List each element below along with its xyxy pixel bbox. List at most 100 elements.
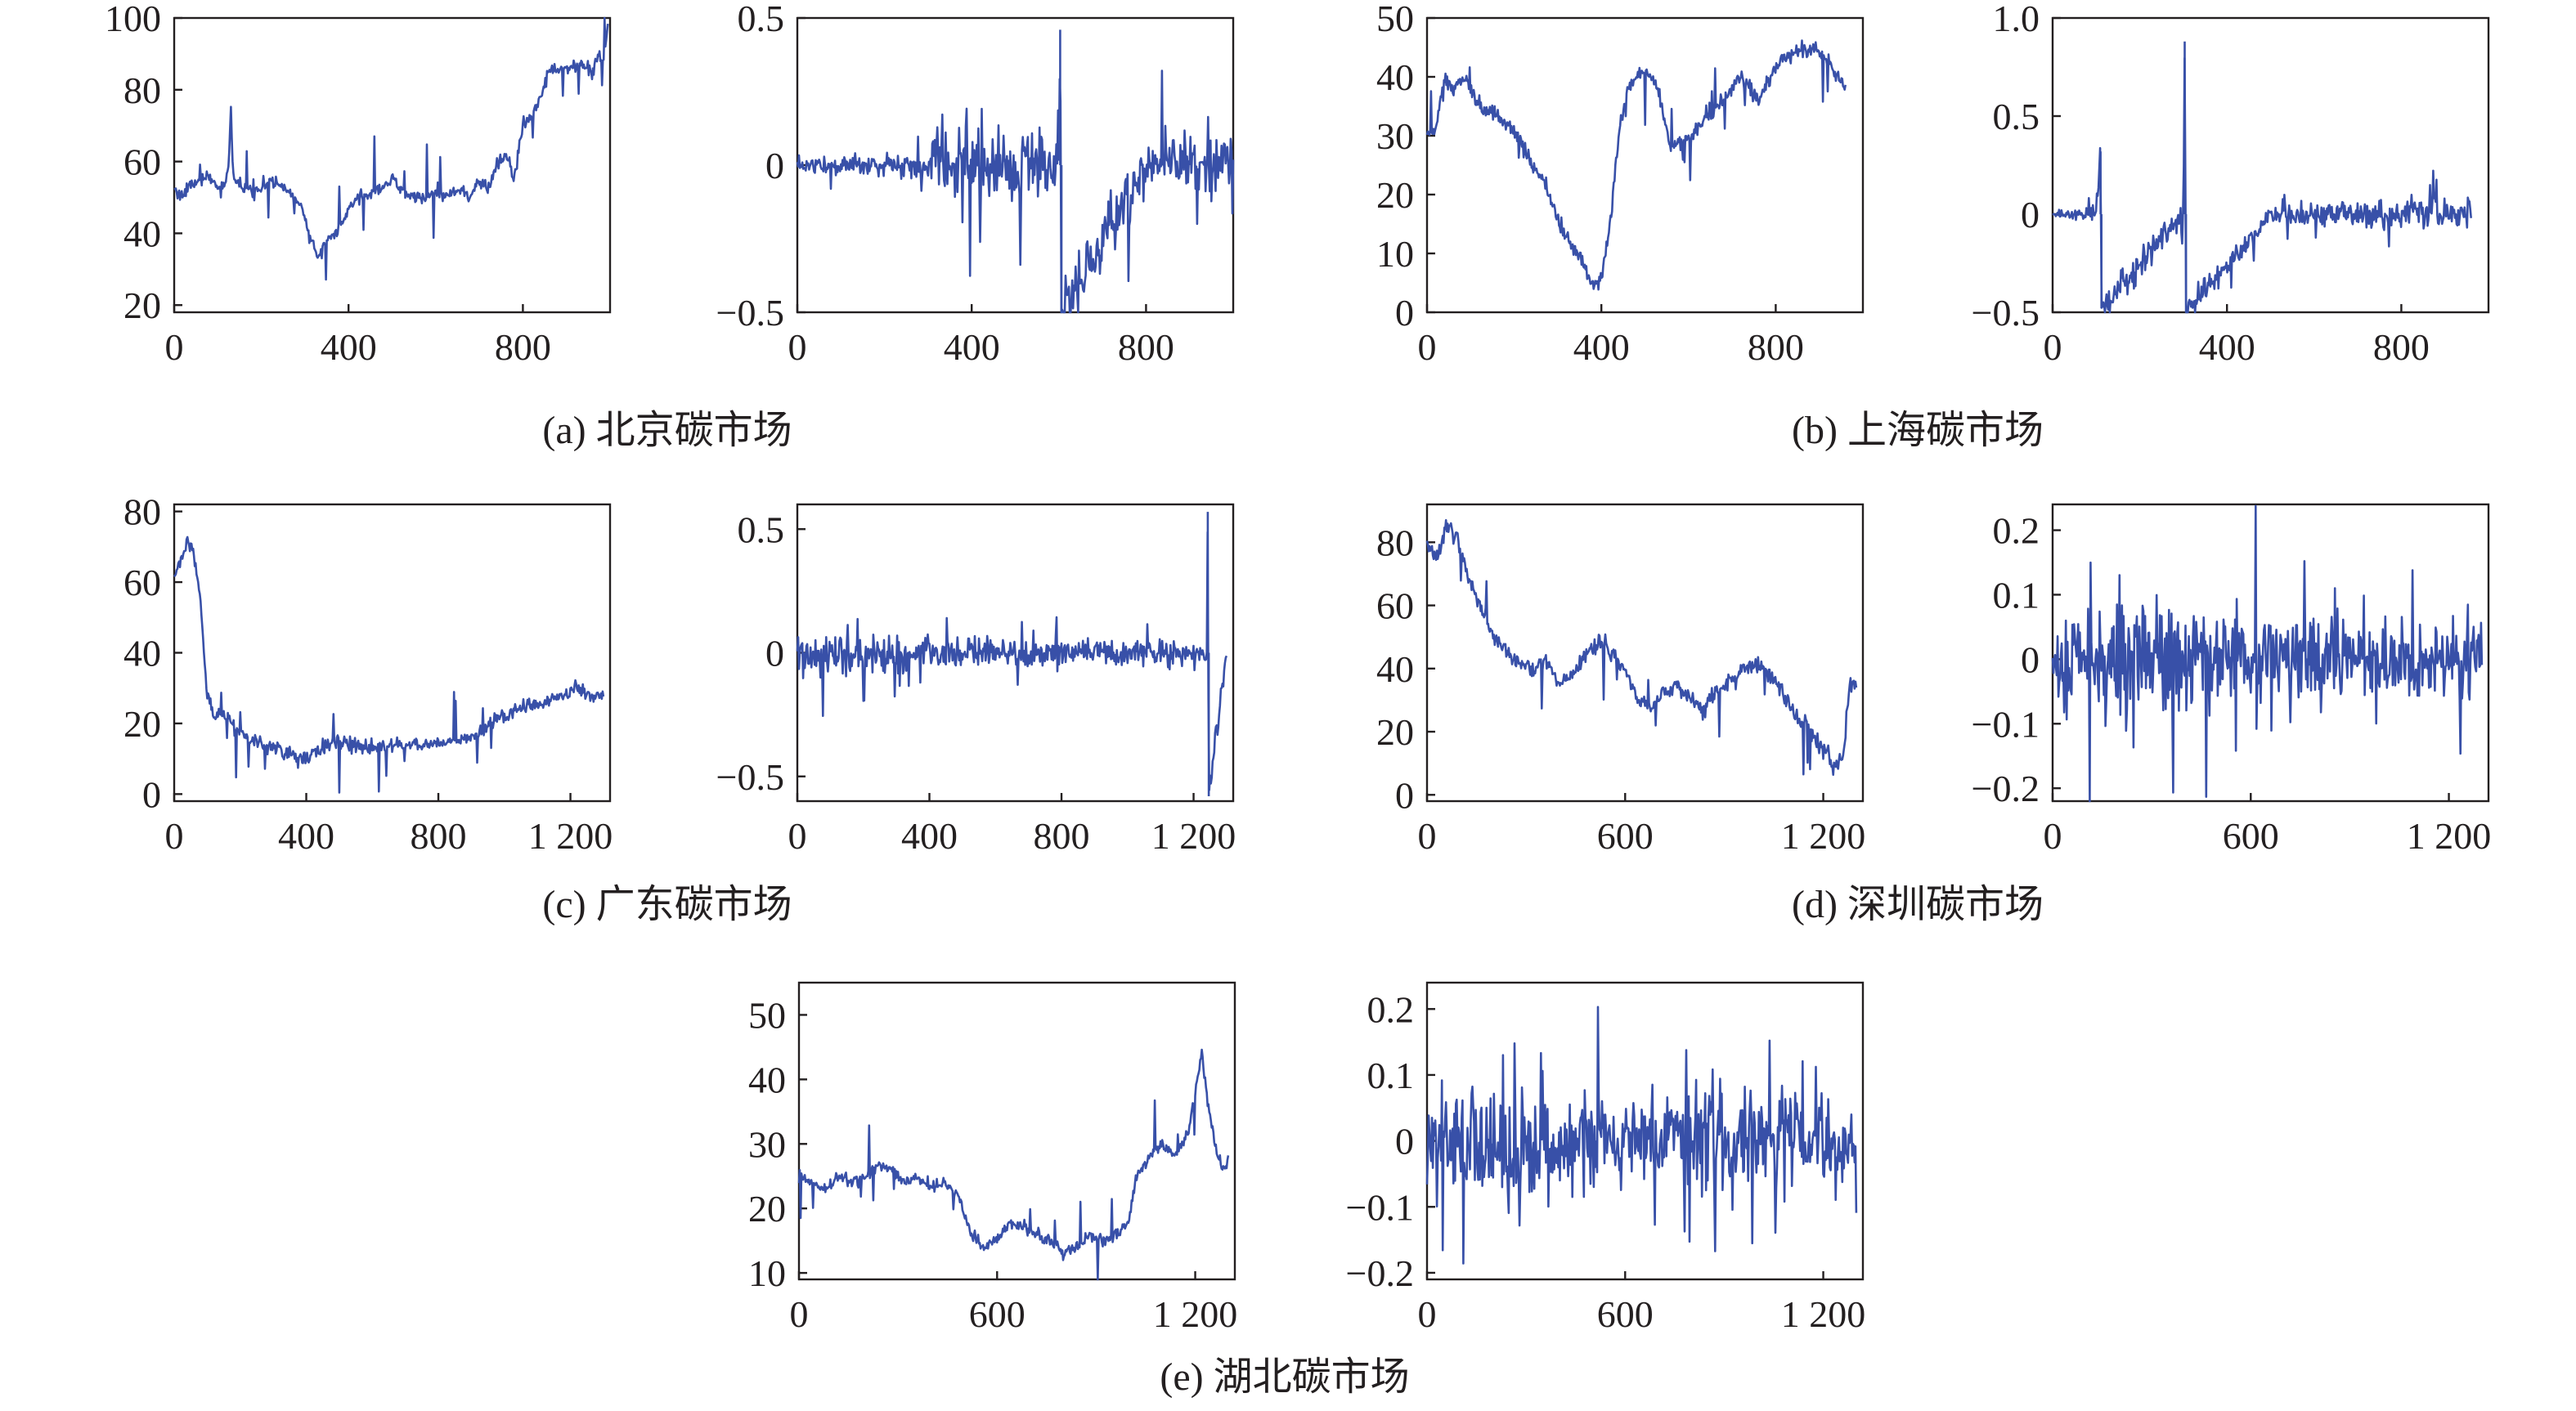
hubei-return-xtick-label: 1 200 xyxy=(1781,1293,1866,1335)
shenzhen-price-panel: 0 600 1 200 0 20 40 60 80 xyxy=(1376,503,1866,857)
hubei-price-ytick-label: 40 xyxy=(748,1059,786,1100)
shenzhen-return-ytick-label: −0.1 xyxy=(1972,703,2040,745)
guangdong-return-xtick-label: 0 xyxy=(788,815,807,857)
shenzhen-price-xtick-label: 0 xyxy=(1418,815,1437,857)
shanghai-return-xtick-label: 400 xyxy=(2199,326,2255,368)
beijing-return-panel: 0 400 800−0.500.5 xyxy=(716,0,1235,368)
guangdong-return-ytick-label: 0 xyxy=(765,633,784,674)
caption-c: (c) 广东碳市场 xyxy=(542,883,792,926)
shanghai-return-series-line xyxy=(2052,56,2472,314)
guangdong-price-plot-frame xyxy=(173,503,612,803)
beijing-price-panel: 0 400 800 20 40 60 80 100 xyxy=(105,0,612,368)
shanghai-price-plot-frame xyxy=(1425,16,1865,314)
shenzhen-return-ytick-label: 0.1 xyxy=(1993,574,2040,616)
guangdong-price-xtick-label: 800 xyxy=(411,815,467,857)
caption-b: (b) 上海碳市场 xyxy=(1792,409,2044,452)
beijing-price-ytick-label: 40 xyxy=(123,213,161,254)
hubei-price-xtick-label: 0 xyxy=(790,1293,809,1335)
shenzhen-price-xtick-label: 1 200 xyxy=(1781,815,1866,857)
hubei-price-ytick-label: 50 xyxy=(748,994,786,1036)
shenzhen-price-ytick-label: 40 xyxy=(1376,648,1414,690)
hubei-price-xtick-label: 1 200 xyxy=(1153,1293,1238,1335)
hubei-return-ytick-label: −0.2 xyxy=(1346,1252,1414,1294)
shanghai-price-xtick-label: 400 xyxy=(1573,326,1630,368)
guangdong-price-xtick-label: 1 200 xyxy=(528,815,613,857)
captions: (a) 北京碳市场 (b) 上海碳市场 (c) 广东碳市场 (d) 深圳碳市场 … xyxy=(542,409,2044,1399)
caption-d: (d) 深圳碳市场 xyxy=(1792,883,2044,926)
guangdong-return-xtick-label: 800 xyxy=(1034,815,1090,857)
guangdong-price-ytick-label: 40 xyxy=(123,633,161,674)
shanghai-price-ytick-label: 30 xyxy=(1376,115,1414,157)
shanghai-price-ytick-label: 10 xyxy=(1376,233,1414,275)
guangdong-price-series-line xyxy=(173,535,605,794)
shenzhen-return-xtick-label: 0 xyxy=(2044,815,2062,857)
shenzhen-return-ytick-label: 0.2 xyxy=(1993,510,2040,552)
shanghai-price-xtick-label: 0 xyxy=(1418,326,1437,368)
beijing-return-ytick-label: 0.5 xyxy=(738,0,785,39)
shenzhen-return-plot-frame xyxy=(2051,503,2490,803)
caption-e: (e) 湖北碳市场 xyxy=(1160,1355,1409,1399)
shenzhen-price-ytick-label: 20 xyxy=(1376,711,1414,753)
beijing-price-ytick-label: 100 xyxy=(105,0,161,39)
beijing-price-plot-frame xyxy=(173,16,612,314)
beijing-return-xtick-label: 400 xyxy=(944,326,1000,368)
shanghai-return-xtick-label: 0 xyxy=(2044,326,2062,368)
hubei-price-series-line xyxy=(797,1048,1230,1281)
shenzhen-price-ytick-label: 60 xyxy=(1376,585,1414,627)
caption-a: (a) 北京碳市场 xyxy=(542,409,792,452)
guangdong-price-ytick-label: 20 xyxy=(123,703,161,745)
guangdong-return-xtick-label: 1 200 xyxy=(1151,815,1236,857)
hubei-return-ytick-label: 0.2 xyxy=(1367,988,1415,1030)
guangdong-price-ytick-label: 80 xyxy=(123,491,161,533)
guangdong-price-ytick-label: 60 xyxy=(123,562,161,603)
shenzhen-return-series-line xyxy=(2051,504,2484,803)
hubei-return-xtick-label: 600 xyxy=(1597,1293,1654,1335)
guangdong-return-panel: 0 400 800 1 200−0.500.5 xyxy=(716,503,1236,857)
hubei-return-ytick-label: −0.1 xyxy=(1346,1186,1414,1228)
guangdong-price-xtick-label: 400 xyxy=(278,815,334,857)
guangdong-return-series-line xyxy=(796,531,1228,791)
shenzhen-price-plot-frame xyxy=(1425,503,1865,803)
shenzhen-return-panel: 0 600 1 200 −0.2 −0.1 0 0.1 0.2 xyxy=(1972,503,2491,857)
hubei-return-series-line xyxy=(1425,1006,1858,1265)
guangdong-return-xtick-label: 400 xyxy=(901,815,958,857)
hubei-price-ytick-label: 10 xyxy=(748,1252,786,1294)
hubei-price-ytick-label: 30 xyxy=(748,1123,786,1165)
shanghai-return-plot-frame xyxy=(2051,16,2490,314)
shenzhen-return-xtick-label: 600 xyxy=(2223,815,2279,857)
shenzhen-price-ytick-label: 0 xyxy=(1395,774,1414,816)
hubei-return-panel: 0 600 1 200 −0.2 −0.1 0 0.1 0.2 xyxy=(1346,981,1866,1335)
shanghai-price-ytick-label: 50 xyxy=(1376,0,1414,39)
beijing-price-ytick-label: 20 xyxy=(123,284,161,326)
hubei-return-plot-frame xyxy=(1425,981,1865,1281)
shanghai-price-series-line xyxy=(1425,39,1847,291)
shanghai-return-ytick-label: 1.0 xyxy=(1993,0,2040,39)
shanghai-return-xtick-label: 800 xyxy=(2373,326,2430,368)
beijing-return-xtick-label: 800 xyxy=(1118,326,1174,368)
guangdong-price-xtick-label: 0 xyxy=(165,815,184,857)
shenzhen-price-xtick-label: 600 xyxy=(1597,815,1654,857)
hubei-price-xtick-label: 600 xyxy=(969,1293,1025,1335)
shanghai-return-panel: 0 400 800−0.500.51.0 xyxy=(1972,0,2490,368)
shanghai-return-ytick-label: −0.5 xyxy=(1972,292,2040,334)
beijing-price-xtick-label: 0 xyxy=(165,326,184,368)
shenzhen-price-series-line xyxy=(1425,518,1858,777)
beijing-price-series-line xyxy=(173,16,609,281)
shanghai-price-xtick-label: 800 xyxy=(1748,326,1804,368)
guangdong-price-ytick-label: 0 xyxy=(142,773,161,815)
hubei-return-ytick-label: 0.1 xyxy=(1367,1055,1415,1096)
hubei-return-ytick-label: 0 xyxy=(1395,1121,1414,1162)
shenzhen-price-ytick-label: 80 xyxy=(1376,522,1414,563)
beijing-price-xtick-label: 800 xyxy=(495,326,551,368)
shenzhen-return-ytick-label: −0.2 xyxy=(1972,768,2040,809)
guangdong-return-ytick-label: −0.5 xyxy=(716,756,784,798)
beijing-price-xtick-label: 400 xyxy=(321,326,377,368)
guangdong-return-ytick-label: 0.5 xyxy=(738,508,785,550)
beijing-return-ytick-label: −0.5 xyxy=(716,292,784,334)
shanghai-price-ytick-label: 0 xyxy=(1395,292,1414,334)
shanghai-return-ytick-label: 0.5 xyxy=(1993,96,2040,137)
beijing-return-series-line xyxy=(796,69,1235,314)
beijing-return-ytick-label: 0 xyxy=(765,145,784,186)
